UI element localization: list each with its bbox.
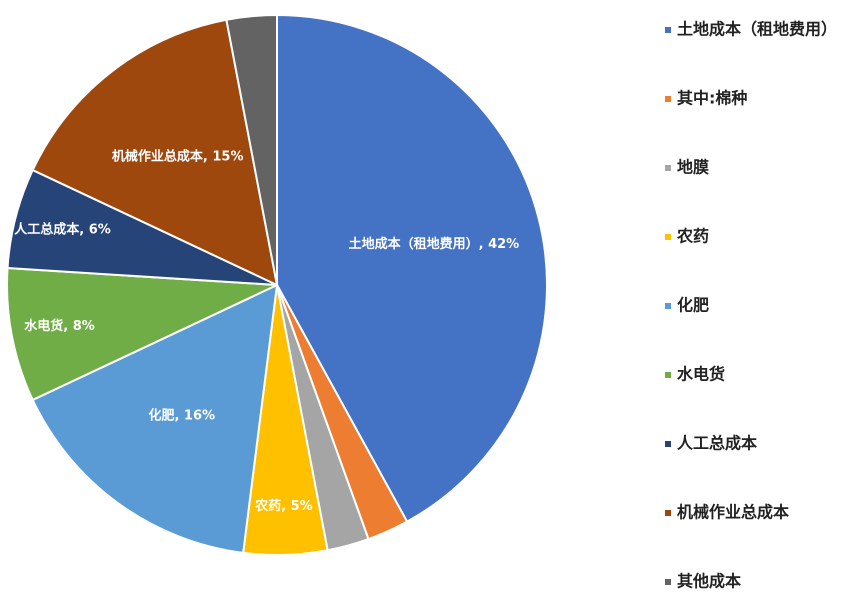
legend-marker (665, 579, 671, 585)
pie-slice (31, 283, 279, 554)
legend-marker (665, 165, 671, 171)
legend-marker (665, 441, 671, 447)
data-label: 人工总成本, 6% (14, 221, 111, 237)
legend-marker (665, 510, 671, 516)
data-label: 化肥, 16% (148, 408, 215, 424)
legend-label: 水电货 (677, 365, 725, 384)
legend-marker (665, 234, 671, 240)
data-label: 农药, 5% (254, 498, 313, 514)
legend-label: 机械作业总成本 (677, 503, 789, 522)
data-label: 土地成本（租地费用）, 42% (349, 236, 520, 252)
pie-slice (31, 18, 279, 287)
legend-label: 化肥 (677, 296, 709, 315)
legend-marker (665, 303, 671, 309)
legend-label: 人工总成本 (677, 434, 757, 453)
legend-marker (665, 372, 671, 378)
pie-slice (225, 13, 278, 286)
legend-marker (665, 96, 671, 102)
legend-label: 地膜 (677, 158, 709, 177)
legend-label: 其他成本 (677, 572, 741, 591)
data-label: 机械作业总成本, 15% (112, 148, 244, 164)
pie-slice (276, 13, 548, 523)
legend-label: 土地成本（租地费用） (677, 20, 837, 39)
legend-label: 其中:棉种 (677, 89, 747, 108)
pie-slice (6, 266, 278, 402)
legend-label: 农药 (676, 227, 709, 246)
data-label: 水电货, 8% (24, 318, 95, 334)
legend-marker (665, 27, 671, 33)
